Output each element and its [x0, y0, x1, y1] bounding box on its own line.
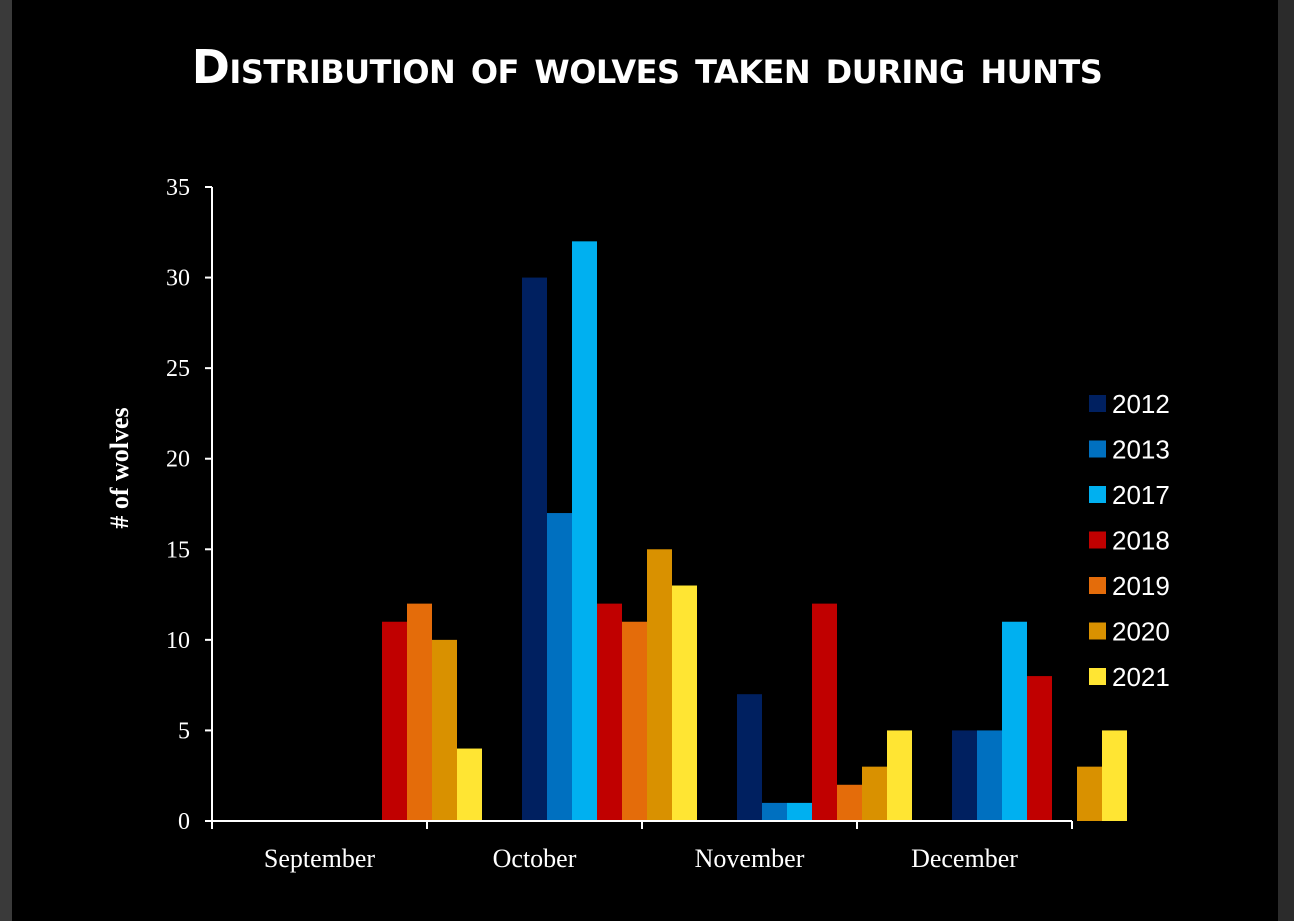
- legend-swatch-2013: [1089, 440, 1106, 458]
- bar-2017-december: [1002, 621, 1027, 821]
- bar-2019-october: [622, 621, 647, 821]
- bar-2021-october: [672, 585, 697, 821]
- bar-2012-november: [737, 694, 762, 821]
- bar-2013-november: [762, 802, 787, 821]
- bar-2020-september: [432, 639, 457, 821]
- legend-swatch-2012: [1089, 395, 1106, 412]
- legend: 2012 2013 2017 2018 2019 2020 2021: [1089, 389, 1170, 692]
- bar-2018-december: [1027, 676, 1052, 821]
- bar-2019-september: [407, 603, 432, 821]
- legend-label-2018: 2018: [1112, 526, 1170, 556]
- y-tick-label: 30: [166, 266, 190, 292]
- legend-swatch-2018: [1089, 531, 1106, 549]
- window-left-edge: [0, 0, 12, 921]
- bar-2013-october: [547, 513, 572, 821]
- legend-label-2017: 2017: [1112, 480, 1170, 510]
- y-tick-label: 10: [166, 628, 190, 654]
- y-tick-label: 15: [166, 537, 190, 563]
- bar-2017-october: [572, 241, 597, 822]
- bar-2021-november: [887, 730, 912, 821]
- bar-2018-november: [812, 603, 837, 821]
- bar-2021-september: [457, 748, 482, 821]
- bar-2012-october: [522, 277, 547, 822]
- bar-2020-november: [862, 766, 887, 821]
- y-tick-label: 20: [166, 447, 190, 473]
- bars-group: [382, 241, 1127, 822]
- bar-2013-december: [977, 730, 1002, 821]
- x-category-label: September: [264, 844, 376, 873]
- y-tick-label: 0: [178, 809, 190, 835]
- x-category-label: December: [911, 844, 1018, 873]
- y-axis-title-group: # of wolves: [105, 407, 134, 528]
- legend-swatch-2021: [1089, 668, 1106, 685]
- chart-title: Distribution of wolves taken during hunt…: [191, 40, 1103, 94]
- y-tick-label: 5: [178, 718, 190, 744]
- legend-swatch-2017: [1089, 486, 1106, 503]
- bar-2020-october: [647, 549, 672, 821]
- bar-2017-november: [787, 802, 812, 821]
- axes-group: [205, 186, 1073, 829]
- y-tick-label: 25: [166, 356, 190, 382]
- legend-swatch-2019: [1089, 577, 1106, 594]
- y-tick-label: 35: [166, 175, 190, 201]
- bar-2019-november: [837, 784, 862, 821]
- x-category-label: November: [695, 844, 805, 873]
- bar-2018-september: [382, 621, 407, 821]
- x-category-label: October: [493, 844, 577, 873]
- bar-2020-december: [1077, 766, 1102, 821]
- legend-label-2012: 2012: [1112, 389, 1170, 419]
- legend-label-2020: 2020: [1112, 617, 1170, 647]
- y-axis-title: # of wolves: [105, 407, 134, 528]
- x-category-labels: September October November December: [264, 844, 1018, 873]
- window-right-edge: [1278, 0, 1294, 921]
- legend-swatch-2020: [1089, 622, 1106, 640]
- y-tick-labels: 0 5 10 15 20 25 30 35: [166, 175, 190, 835]
- legend-label-2019: 2019: [1112, 571, 1170, 601]
- bar-2021-december: [1102, 730, 1127, 821]
- legend-label-2013: 2013: [1112, 435, 1170, 465]
- bar-2012-december: [952, 730, 977, 821]
- bar-2018-october: [597, 603, 622, 821]
- legend-label-2021: 2021: [1112, 662, 1170, 692]
